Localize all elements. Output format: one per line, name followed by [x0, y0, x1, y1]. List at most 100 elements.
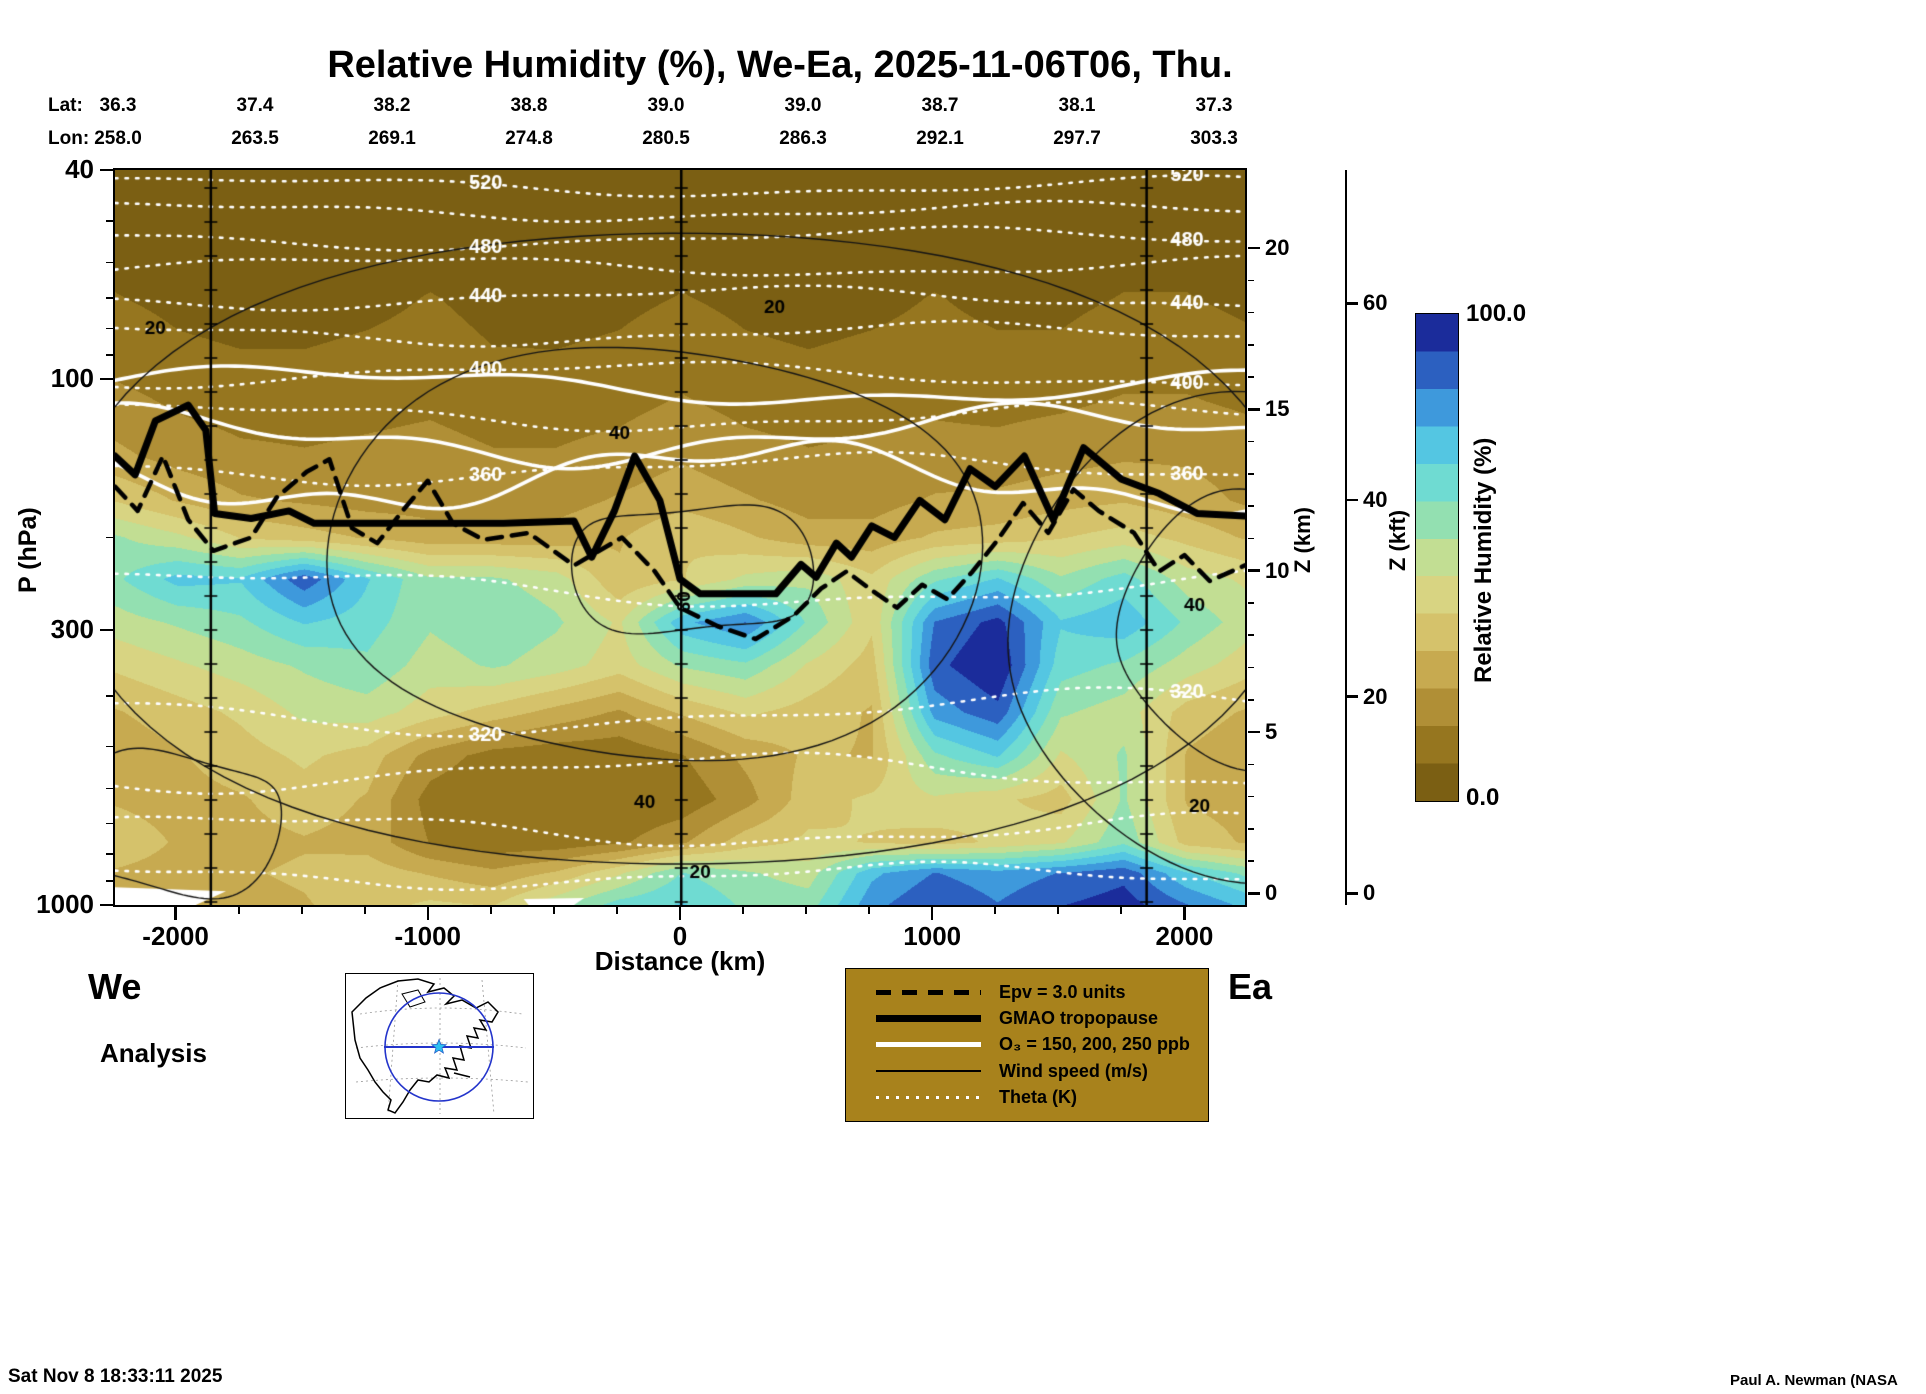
z-kft-axis-title: Z (kft)	[1385, 509, 1410, 571]
z-km-minor-tick	[1248, 828, 1254, 830]
z-km-axis-title: Z (km)	[1290, 507, 1315, 573]
z-km-minor-tick	[1248, 763, 1254, 765]
p-axis-tick	[100, 903, 113, 907]
p-axis-minor-tick	[106, 880, 113, 882]
z-km-minor-tick	[1248, 699, 1254, 701]
legend-item-label: O₃ = 150, 200, 250 ppb	[999, 1034, 1190, 1055]
lat-value: 38.2	[373, 95, 411, 116]
x-axis-tick	[930, 907, 934, 920]
z-km-tick-label: 0	[1265, 880, 1278, 906]
x-axis-minor-tick	[615, 907, 618, 914]
x-axis-tick-label: 1000	[903, 921, 962, 951]
p-axis-minor-tick	[106, 297, 113, 299]
z-kft-tick-label: 40	[1363, 487, 1388, 513]
chart-title: Relative Humidity (%), We-Ea, 2025-11-06…	[327, 44, 1233, 86]
z-km-minor-tick	[1248, 311, 1254, 314]
z-kft-tick	[1347, 302, 1358, 305]
z-km-tick-label: 5	[1265, 719, 1278, 744]
p-axis-tick	[100, 168, 113, 172]
p-axis-tick-label: 100	[50, 363, 94, 394]
z-km-minor-tick	[1248, 376, 1254, 378]
p-axis-minor-tick	[106, 745, 113, 748]
p-axis-minor-tick	[106, 695, 113, 697]
z-km-tick-label: 20	[1265, 235, 1290, 261]
legend-item: Epv = 3.0 units	[876, 982, 1208, 1003]
p-axis-minor-tick	[106, 327, 113, 330]
z-km-minor-tick	[1248, 666, 1254, 669]
plot-area	[113, 168, 1247, 907]
lat-value: 38.8	[510, 95, 548, 116]
x-axis-minor-tick	[994, 907, 997, 914]
pressure-axis-title: P (hPa)	[14, 507, 42, 593]
p-axis-minor-tick	[106, 853, 113, 855]
p-axis-tick	[100, 628, 113, 632]
z-km-minor-tick	[1248, 860, 1254, 862]
z-kft-tick	[1347, 695, 1358, 698]
p-axis-tick-label: 1000	[36, 889, 94, 919]
graticule	[355, 978, 529, 1115]
legend-item: O₃ = 150, 200, 250 ppb	[876, 1034, 1208, 1055]
x-axis-tick-label: 0	[672, 921, 688, 951]
distance-axis-title: Distance (km)	[594, 946, 766, 976]
lat-value: 38.7	[921, 95, 959, 116]
colorbar-title: Relative Humidity (%)	[1470, 437, 1497, 683]
x-axis-minor-tick	[363, 907, 366, 914]
center-star	[430, 1038, 448, 1054]
x-axis-minor-tick	[1057, 907, 1060, 914]
lon-value: 263.5	[231, 128, 279, 149]
lon-value: 280.5	[642, 128, 690, 149]
legend-item-label: Epv = 3.0 units	[999, 981, 1126, 1002]
legend-item: Wind speed (m/s)	[876, 1061, 1208, 1082]
lat-value: 39.0	[647, 95, 685, 116]
x-axis-minor-tick	[1120, 907, 1123, 914]
x-axis-minor-tick	[868, 907, 871, 914]
p-axis-minor-tick	[106, 822, 113, 825]
x-axis-tick	[1183, 907, 1186, 920]
analysis-label: Analysis	[100, 1038, 207, 1068]
x-axis-tick-label: 2000	[1155, 921, 1214, 951]
p-axis-tick-label: 40	[65, 154, 94, 184]
west-endpoint-label: We	[88, 966, 142, 1007]
legend-line-sample	[876, 1070, 981, 1073]
z-km-minor-tick	[1248, 440, 1254, 443]
lon-value: 269.1	[368, 128, 416, 149]
z-kft-tick-label: 60	[1363, 290, 1388, 316]
z-km-tick-label: 15	[1265, 396, 1290, 422]
legend-item: GMAO tropopause	[876, 1008, 1208, 1029]
x-axis-minor-tick	[300, 907, 303, 914]
z-kft-tick-label: 20	[1363, 683, 1388, 709]
z-kft-tick-label: 0	[1363, 880, 1376, 906]
z-km-minor-tick	[1248, 279, 1254, 282]
timestamp: Sat Nov 8 18:33:11 2025	[8, 1366, 223, 1387]
z-km-minor-tick	[1248, 473, 1254, 475]
lon-value: 286.3	[779, 128, 827, 149]
legend-item: Theta (K)	[876, 1087, 1208, 1108]
x-axis-tick	[174, 907, 177, 920]
lon-value: 303.3	[1190, 128, 1238, 149]
colorbar-max-label: 100.0	[1466, 300, 1527, 327]
colorbar-min-label: 0.0	[1466, 784, 1500, 811]
x-axis-tick	[426, 907, 430, 920]
east-endpoint-label: Ea	[1228, 966, 1273, 1007]
z-km-tick-label: 10	[1265, 557, 1290, 583]
lon-row-label: Lon:	[48, 128, 90, 149]
inset-map-svg	[351, 978, 529, 1115]
legend-line-sample	[876, 1015, 981, 1023]
p-axis-minor-tick	[106, 354, 113, 356]
p-axis-minor-tick	[106, 536, 113, 539]
legend-item-label: Theta (K)	[999, 1087, 1077, 1108]
z-kft-tick	[1347, 892, 1358, 895]
x-axis-minor-tick	[489, 907, 492, 914]
x-axis-minor-tick	[237, 907, 240, 914]
z-kft-axis-line	[1345, 170, 1347, 905]
lon-value: 258.0	[94, 128, 142, 149]
x-axis-tick	[678, 907, 682, 920]
lat-value: 37.3	[1195, 95, 1233, 116]
p-axis-tick-label: 300	[50, 614, 94, 645]
z-km-minor-tick	[1248, 795, 1254, 798]
z-km-minor-tick	[1248, 344, 1254, 346]
lon-value: 292.1	[916, 128, 964, 149]
legend-line-sample	[876, 989, 981, 995]
legend-line-sample	[876, 1042, 981, 1048]
